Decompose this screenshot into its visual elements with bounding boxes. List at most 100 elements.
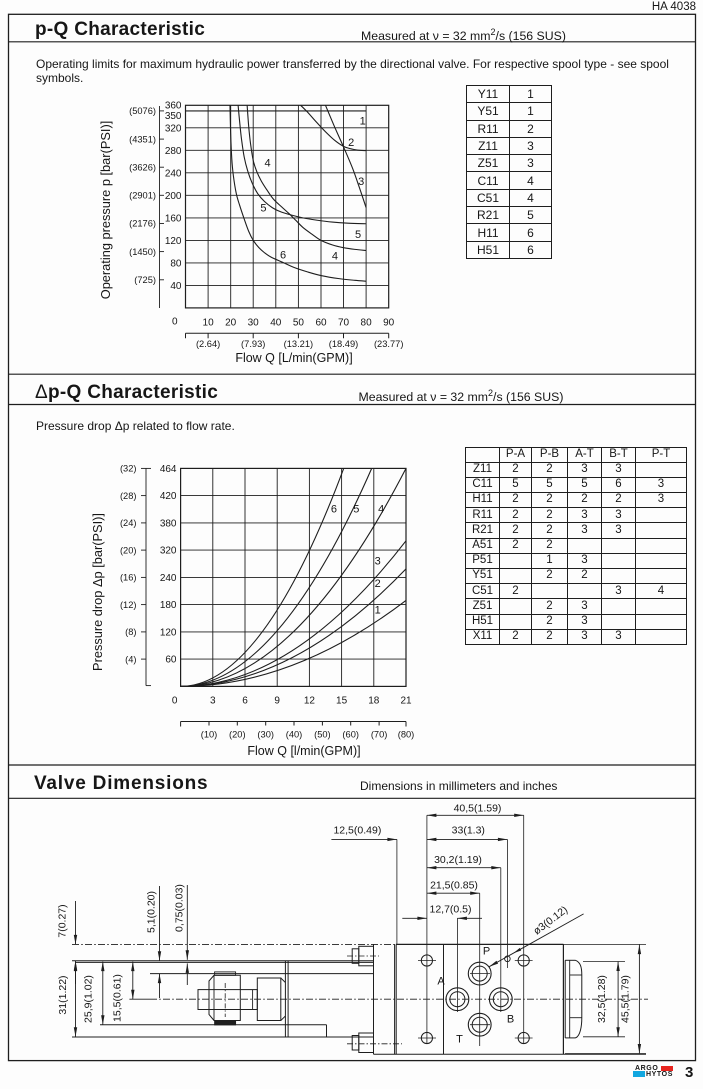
svg-text:2: 2 <box>348 137 354 149</box>
svg-text:40,5(1.59): 40,5(1.59) <box>454 803 502 815</box>
svg-text:360: 360 <box>165 101 182 112</box>
svg-text:80: 80 <box>170 258 182 269</box>
svg-text:(40): (40) <box>286 730 303 740</box>
svg-text:25,9(1.02): 25,9(1.02) <box>83 975 95 1023</box>
svg-text:(20): (20) <box>229 730 246 740</box>
svg-text:(20): (20) <box>120 545 137 555</box>
svg-text:21,5(0.85): 21,5(0.85) <box>430 880 478 892</box>
svg-text:240: 240 <box>160 573 177 584</box>
svg-text:Flow Q [l/min(GPM)]: Flow Q [l/min(GPM)] <box>247 744 360 758</box>
svg-text:60: 60 <box>165 655 177 666</box>
svg-text:7(0.27): 7(0.27) <box>57 904 69 937</box>
svg-text:T: T <box>456 1034 463 1046</box>
svg-text:120: 120 <box>165 236 182 247</box>
svg-text:420: 420 <box>160 491 177 502</box>
svg-text:1: 1 <box>375 604 381 616</box>
svg-text:(80): (80) <box>398 730 415 740</box>
svg-text:45,5(1.79): 45,5(1.79) <box>620 975 632 1023</box>
svg-text:21: 21 <box>400 696 412 707</box>
svg-text:240: 240 <box>165 168 182 179</box>
svg-text:0: 0 <box>172 696 178 707</box>
svg-text:(23.77): (23.77) <box>374 339 403 349</box>
svg-text:3: 3 <box>358 176 364 188</box>
svg-text:20: 20 <box>225 318 237 329</box>
svg-text:(70): (70) <box>371 730 388 740</box>
svg-text:6: 6 <box>242 696 248 707</box>
svg-text:280: 280 <box>165 146 182 157</box>
svg-text:160: 160 <box>165 213 182 224</box>
svg-text:(5076): (5076) <box>129 106 156 116</box>
svg-text:(16): (16) <box>120 573 137 583</box>
svg-text:(30): (30) <box>257 730 274 740</box>
svg-text:33(1.3): 33(1.3) <box>452 825 485 837</box>
svg-text:31(1.22): 31(1.22) <box>57 975 69 1014</box>
svg-text:(24): (24) <box>120 518 137 528</box>
svg-text:A: A <box>437 976 445 988</box>
svg-text:18: 18 <box>368 696 380 707</box>
svg-text:50: 50 <box>293 318 305 329</box>
svg-text:200: 200 <box>165 191 182 202</box>
svg-text:350: 350 <box>165 111 182 122</box>
svg-text:12,5(0.49): 12,5(0.49) <box>333 825 381 837</box>
svg-text:80: 80 <box>361 318 373 329</box>
svg-text:32,5(1.28): 32,5(1.28) <box>596 975 608 1023</box>
svg-text:Flow Q [L/min(GPM)]: Flow Q [L/min(GPM)] <box>235 351 352 365</box>
svg-text:380: 380 <box>160 518 177 529</box>
svg-text:40: 40 <box>270 318 282 329</box>
svg-text:(13.21): (13.21) <box>284 339 313 349</box>
svg-text:(2901): (2901) <box>129 191 156 201</box>
svg-text:(4): (4) <box>125 654 136 664</box>
svg-text:B: B <box>507 1014 514 1026</box>
svg-text:90: 90 <box>383 318 395 329</box>
svg-text:120: 120 <box>160 627 177 638</box>
svg-text:(2.64): (2.64) <box>196 339 220 349</box>
svg-text:4: 4 <box>264 157 270 169</box>
svg-text:3: 3 <box>210 696 216 707</box>
svg-text:(2176): (2176) <box>129 219 156 229</box>
svg-text:(4351): (4351) <box>129 134 156 144</box>
svg-text:10: 10 <box>203 318 215 329</box>
svg-text:(18.49): (18.49) <box>329 339 358 349</box>
svg-text:30,2(1.19): 30,2(1.19) <box>434 854 482 866</box>
svg-text:(725): (725) <box>134 275 156 285</box>
svg-text:1: 1 <box>360 115 366 127</box>
svg-text:4: 4 <box>378 504 384 516</box>
svg-text:15,5(0.61): 15,5(0.61) <box>112 974 124 1022</box>
svg-text:4: 4 <box>332 250 338 262</box>
svg-text:(28): (28) <box>120 491 137 501</box>
svg-text:(50): (50) <box>314 730 331 740</box>
svg-text:70: 70 <box>338 318 350 329</box>
svg-text:(60): (60) <box>342 730 359 740</box>
svg-text:3: 3 <box>375 555 381 567</box>
svg-text:(12): (12) <box>120 600 137 610</box>
svg-text:P: P <box>483 946 490 958</box>
svg-text:12,7(0.5): 12,7(0.5) <box>429 904 471 916</box>
svg-text:Pressure drop Δp [bar(PSI)]: Pressure drop Δp [bar(PSI)] <box>90 513 105 671</box>
svg-text:6: 6 <box>280 250 286 262</box>
svg-text:320: 320 <box>165 123 182 134</box>
svg-text:(32): (32) <box>120 464 137 474</box>
svg-text:(8): (8) <box>125 627 136 637</box>
svg-text:5: 5 <box>260 202 266 214</box>
svg-text:2: 2 <box>375 578 381 590</box>
svg-text:Operating pressure p [bar(PSI: Operating pressure p [bar(PSI)] <box>98 121 113 300</box>
svg-text:5: 5 <box>355 229 361 241</box>
svg-text:0: 0 <box>172 317 178 328</box>
svg-text:(10): (10) <box>201 730 218 740</box>
svg-text:5,1(0.20): 5,1(0.20) <box>146 891 158 933</box>
svg-text:30: 30 <box>248 318 260 329</box>
svg-text:5: 5 <box>353 504 359 516</box>
svg-text:(7.93): (7.93) <box>241 339 265 349</box>
svg-text:180: 180 <box>160 600 177 611</box>
svg-text:464: 464 <box>160 464 177 475</box>
svg-text:(1450): (1450) <box>129 247 156 257</box>
svg-text:9: 9 <box>274 696 280 707</box>
svg-text:6: 6 <box>331 504 337 516</box>
svg-text:320: 320 <box>160 546 177 557</box>
svg-text:0,75(0.03): 0,75(0.03) <box>174 884 186 932</box>
svg-text:(3626): (3626) <box>129 162 156 172</box>
svg-text:40: 40 <box>170 281 182 292</box>
svg-text:60: 60 <box>315 318 327 329</box>
svg-text:15: 15 <box>336 696 348 707</box>
svg-text:12: 12 <box>304 696 316 707</box>
